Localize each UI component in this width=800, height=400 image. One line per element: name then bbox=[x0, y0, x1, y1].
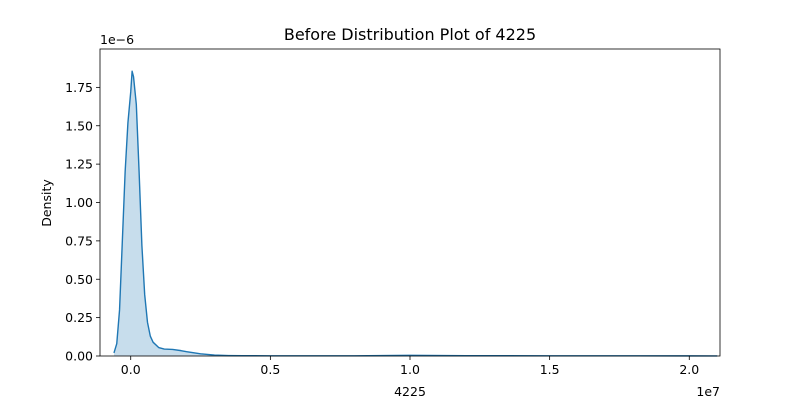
y-tick-label: 1.50 bbox=[65, 118, 93, 133]
x-tick-label: 2.0 bbox=[679, 362, 699, 377]
y-tick-label: 0.25 bbox=[65, 310, 93, 325]
plot-frame bbox=[99, 48, 721, 357]
plot-area bbox=[113, 70, 718, 357]
density-line bbox=[113, 70, 718, 357]
y-tick-label: 1.25 bbox=[65, 157, 93, 172]
y-tick-label: 1.00 bbox=[65, 195, 93, 210]
y-tick-label: 0.00 bbox=[65, 349, 93, 364]
y-axis-label: Density bbox=[39, 179, 54, 227]
x-axis-label: 4225 bbox=[394, 384, 426, 399]
y-tick-label: 1.75 bbox=[65, 80, 93, 95]
x-axis-multiplier: 1e7 bbox=[696, 384, 720, 399]
density-fill-area bbox=[113, 71, 718, 356]
chart-title: Before Distribution Plot of 4225 bbox=[284, 25, 536, 44]
x-tick-label: 0.5 bbox=[260, 362, 280, 377]
x-tick-label: 1.0 bbox=[400, 362, 420, 377]
x-tick-label: 1.5 bbox=[540, 362, 560, 377]
y-tick-label: 0.75 bbox=[65, 233, 93, 248]
y-axis-multiplier: 1e−6 bbox=[100, 32, 134, 47]
y-tick-label: 0.50 bbox=[65, 272, 93, 287]
x-axis: 0.0 0.5 1.0 1.5 2.0 bbox=[121, 356, 699, 377]
x-tick-label: 0.0 bbox=[121, 362, 141, 377]
y-axis: 0.00 0.25 0.50 0.75 1.00 1.25 1.50 1.75 bbox=[65, 80, 100, 364]
